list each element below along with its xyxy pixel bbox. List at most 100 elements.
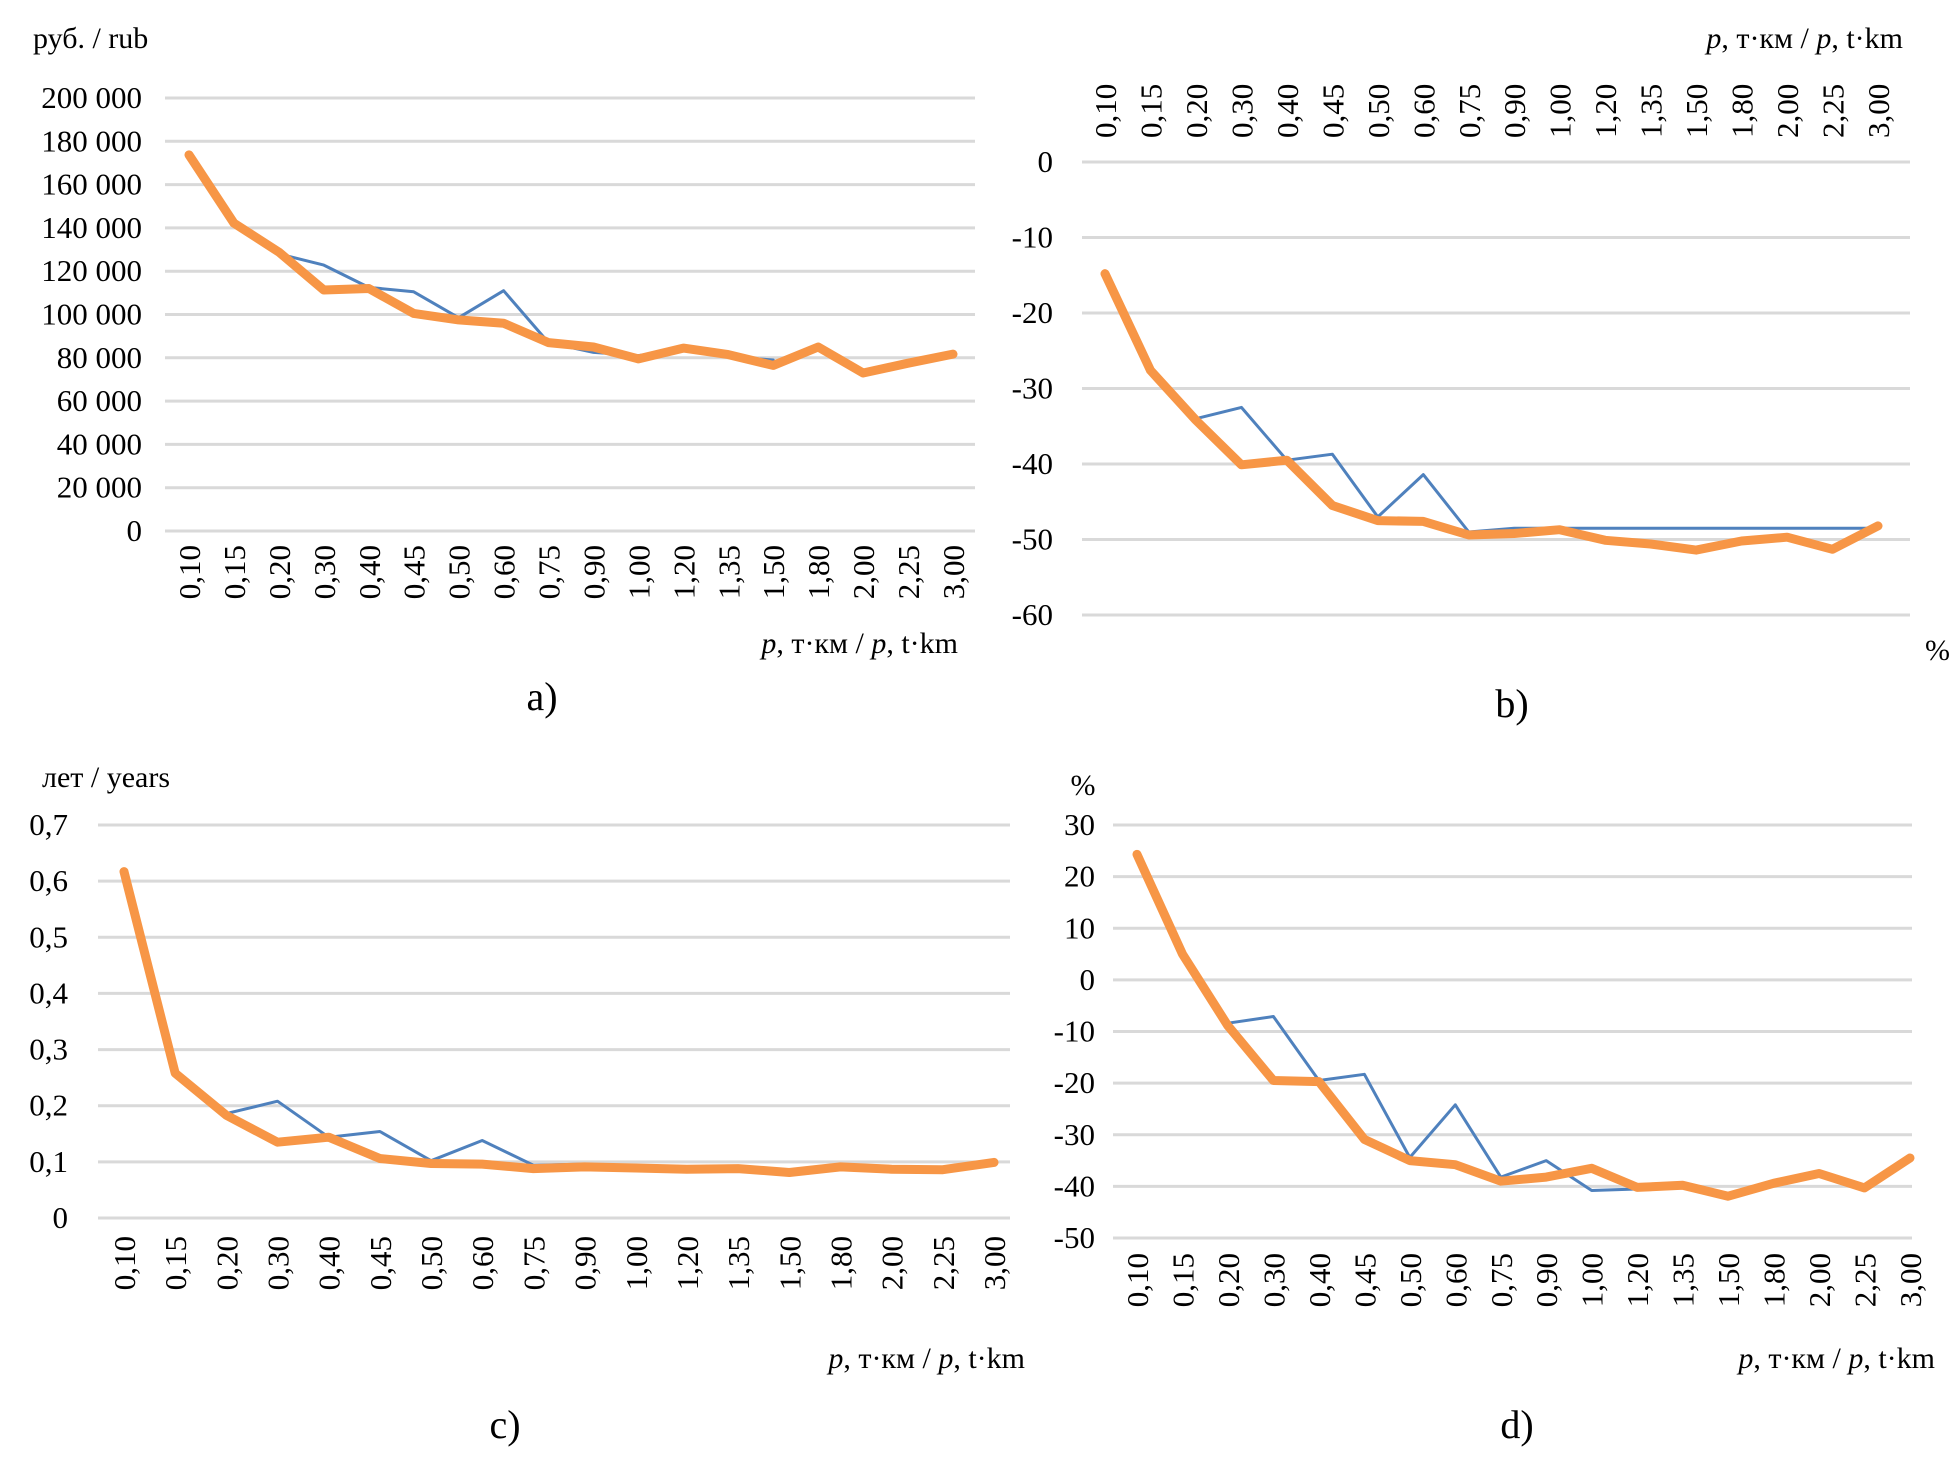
x-tick-label: 0,30 [1224, 84, 1259, 138]
x-axis-title-part: , t·km [886, 627, 958, 660]
y-tick-label: -40 [1054, 1168, 1095, 1203]
x-tick-label: 0,75 [1452, 84, 1487, 138]
y-tick-label: 0,3 [29, 1032, 68, 1067]
y-tick-label: -20 [1012, 295, 1053, 330]
x-tick-label: 1,35 [1634, 84, 1669, 138]
x-tick-label: 0,40 [1270, 84, 1305, 138]
x-tick-label: 0,20 [1211, 1253, 1246, 1307]
x-tick-label: 1,35 [1666, 1253, 1701, 1307]
x-tick-label: 1,50 [1711, 1253, 1746, 1307]
x-tick-label: 0,75 [516, 1236, 551, 1290]
x-tick-label: 0,60 [1406, 84, 1441, 138]
x-tick-label: 0,50 [1361, 84, 1396, 138]
x-tick-label: 1,50 [756, 545, 791, 599]
x-axis-title-part: , т·км / [843, 1342, 938, 1375]
series-line-orange [184, 150, 958, 378]
x-tick-label: 0,50 [442, 545, 477, 599]
x-tick-label: 0,90 [1529, 1253, 1564, 1307]
x-axis-title-part: p [936, 1342, 953, 1375]
x-axis-title-part: , т·км / [776, 627, 871, 660]
x-tick-label: 0,15 [1165, 1253, 1200, 1307]
x-tick-label: 3,00 [1893, 1253, 1928, 1307]
x-tick-label: 0,60 [1438, 1253, 1473, 1307]
x-tick-label: 1,20 [1588, 84, 1623, 138]
y-axis-title: % [1071, 769, 1096, 802]
x-tick-label: 0,50 [1393, 1253, 1428, 1307]
y-tick-label: 0,7 [29, 807, 68, 842]
x-tick-label: 1,00 [1575, 1253, 1610, 1307]
panel-label: b) [1495, 681, 1528, 726]
x-axis-title-part: p [1704, 22, 1721, 55]
x-tick-label: 0,60 [465, 1236, 500, 1290]
x-tick-label: 0,10 [172, 545, 207, 599]
panel-a: 0 20 000 40 000 60 000 80 000 100 000 120 000 1… [33, 22, 975, 719]
x-tick-label: 0,40 [312, 1236, 347, 1290]
x-tick-label: 1,50 [1679, 84, 1714, 138]
series-line-orange [1132, 849, 1915, 1201]
x-tick-label: 0,15 [158, 1236, 193, 1290]
x-tick-label: 0,10 [1120, 1253, 1155, 1307]
y-tick-label: -10 [1054, 1014, 1095, 1049]
y-tick-label: -30 [1012, 371, 1053, 406]
x-tick-label: 1,20 [1620, 1253, 1655, 1307]
x-tick-label: 0,10 [1088, 84, 1123, 138]
y-tick-label: -40 [1012, 446, 1053, 481]
x-tick-label: 1,80 [1757, 1253, 1792, 1307]
x-axis-title: p, т·км / p, t·km [826, 1342, 1025, 1375]
y-tick-label: 60 000 [57, 383, 142, 418]
y-tick-label: 120 000 [41, 253, 142, 288]
x-tick-label: 1,80 [823, 1236, 858, 1290]
x-tick-label: 2,00 [875, 1236, 910, 1290]
x-tick-label: 0,15 [217, 545, 252, 599]
y-tick-label: 40 000 [57, 426, 142, 461]
x-axis-title-part: p [1736, 1342, 1753, 1375]
x-axis-title-part: , т·км / [1753, 1342, 1848, 1375]
x-axis-title-part: , т·км / [1721, 22, 1816, 55]
series-line-orange [1100, 269, 1883, 555]
x-tick-label: 1,35 [711, 545, 746, 599]
x-axis-title-part: , t·km [953, 1342, 1025, 1375]
x-tick-label: 1,00 [619, 1236, 654, 1290]
x-axis-title-part: p [759, 627, 776, 660]
x-tick-label: 0,20 [1179, 84, 1214, 138]
y-tick-label: -50 [1012, 522, 1053, 557]
panel-d: -50 -40 -30 -20 -10 0 10 20 30% 0,10 0,15 0,20 0,30 0… [1054, 769, 1935, 1447]
y-tick-label: -50 [1054, 1220, 1095, 1255]
y-tick-label: 0,5 [29, 919, 68, 954]
y-tick-label: 180 000 [41, 123, 142, 158]
y-axis-title: руб. / rub [33, 22, 148, 55]
x-axis-title-part: p [869, 627, 886, 660]
y-tick-label: -20 [1054, 1065, 1095, 1100]
x-tick-label: 0,45 [363, 1236, 398, 1290]
x-tick-label: 2,00 [1802, 1253, 1837, 1307]
x-axis-title-part: p [826, 1342, 843, 1375]
x-axis-title: p, т·км / p, t·km [1736, 1342, 1935, 1375]
x-tick-label: 1,00 [1543, 84, 1578, 138]
x-tick-label: 3,00 [977, 1236, 1012, 1290]
x-tick-label: 2,25 [891, 545, 926, 599]
y-axis-title: лет / years [42, 761, 170, 794]
x-tick-label: 3,00 [936, 545, 971, 599]
x-tick-label: 0,15 [1133, 84, 1168, 138]
y-tick-label: -30 [1054, 1117, 1095, 1152]
y-tick-label: 200 000 [41, 80, 142, 115]
x-axis-title-part: , t·km [1863, 1342, 1935, 1375]
x-tick-label: 2,00 [846, 545, 881, 599]
y-tick-label: 100 000 [41, 297, 142, 332]
y-tick-label: 160 000 [41, 167, 142, 202]
x-tick-label: 0,40 [1302, 1253, 1337, 1307]
x-tick-label: 2,25 [926, 1236, 961, 1290]
x-tick-label: 1,80 [801, 545, 836, 599]
panel-label: a) [526, 674, 557, 719]
x-tick-label: 0,75 [532, 545, 567, 599]
y-tick-label: 0 [53, 1200, 69, 1235]
x-tick-label: 0,20 [209, 1236, 244, 1290]
x-tick-label: 0,45 [397, 545, 432, 599]
y-tick-label: 0,1 [29, 1144, 68, 1179]
x-tick-label: 0,10 [107, 1236, 142, 1290]
y-axis-title: % [1925, 634, 1950, 667]
x-tick-label: 2,25 [1848, 1253, 1883, 1307]
x-tick-label: 1,80 [1725, 84, 1760, 138]
y-tick-label: 0,4 [29, 975, 68, 1010]
